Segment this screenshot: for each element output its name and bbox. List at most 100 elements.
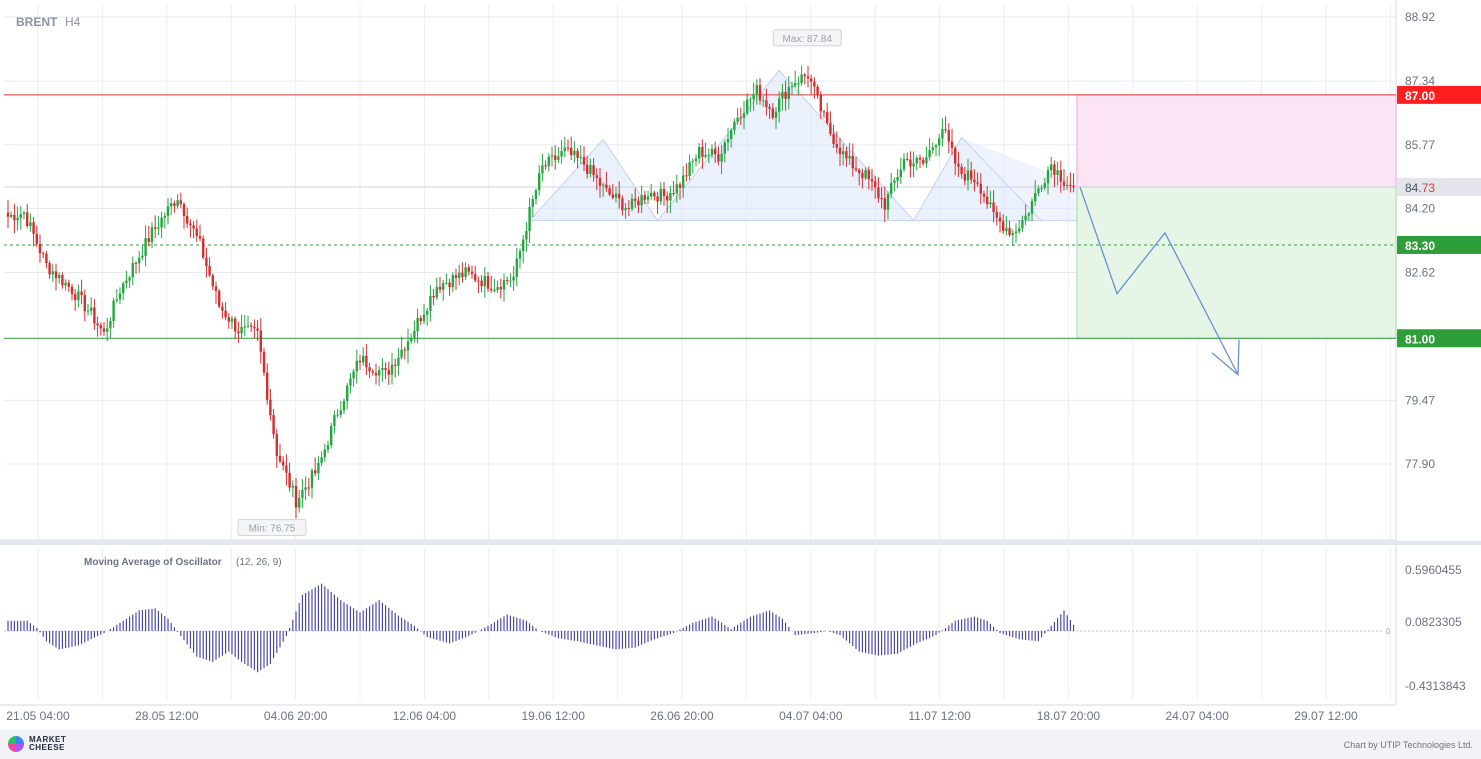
- bear-candle[interactable]: [666, 196, 669, 201]
- bear-candle[interactable]: [224, 310, 227, 318]
- bull-candle[interactable]: [890, 182, 893, 194]
- bull-candle[interactable]: [512, 276, 515, 281]
- bear-candle[interactable]: [250, 325, 253, 327]
- bull-candle[interactable]: [1066, 185, 1069, 187]
- bull-candle[interactable]: [109, 321, 112, 329]
- bull-candle[interactable]: [342, 401, 346, 411]
- bull-candle[interactable]: [688, 162, 691, 177]
- bull-candle[interactable]: [614, 193, 618, 198]
- bull-candle[interactable]: [624, 207, 627, 211]
- bear-candle[interactable]: [186, 216, 189, 224]
- bear-candle[interactable]: [637, 200, 640, 206]
- bull-candle[interactable]: [493, 289, 496, 291]
- bear-candle[interactable]: [192, 225, 195, 229]
- bull-candle[interactable]: [230, 318, 234, 322]
- bear-candle[interactable]: [995, 212, 998, 218]
- bear-candle[interactable]: [506, 280, 509, 282]
- bear-candle[interactable]: [1008, 227, 1011, 235]
- bull-candle[interactable]: [579, 157, 582, 159]
- bear-candle[interactable]: [861, 173, 864, 179]
- bear-candle[interactable]: [285, 465, 288, 473]
- bear-candle[interactable]: [173, 203, 176, 207]
- bull-candle[interactable]: [333, 415, 336, 427]
- bear-candle[interactable]: [605, 184, 608, 189]
- bear-candle[interactable]: [867, 170, 870, 180]
- bull-candle[interactable]: [163, 215, 166, 218]
- bear-candle[interactable]: [182, 203, 186, 217]
- bull-candle[interactable]: [458, 272, 461, 279]
- bear-candle[interactable]: [883, 198, 886, 210]
- bear-candle[interactable]: [976, 182, 979, 184]
- bull-candle[interactable]: [355, 360, 358, 372]
- bear-candle[interactable]: [906, 158, 909, 160]
- bull-candle[interactable]: [560, 151, 563, 157]
- bull-candle[interactable]: [170, 203, 173, 207]
- bear-candle[interactable]: [634, 198, 637, 201]
- bear-candle[interactable]: [810, 78, 813, 82]
- bear-candle[interactable]: [621, 198, 624, 211]
- bull-candle[interactable]: [362, 355, 365, 363]
- bull-candle[interactable]: [704, 155, 707, 157]
- bear-candle[interactable]: [419, 317, 422, 322]
- bull-candle[interactable]: [896, 177, 899, 181]
- bull-candle[interactable]: [166, 206, 170, 216]
- bull-candle[interactable]: [397, 357, 400, 366]
- bull-candle[interactable]: [464, 267, 467, 278]
- bear-candle[interactable]: [218, 290, 221, 307]
- bull-candle[interactable]: [86, 310, 90, 312]
- bull-candle[interactable]: [1011, 233, 1014, 235]
- bull-candle[interactable]: [774, 111, 778, 118]
- bull-candle[interactable]: [64, 282, 67, 286]
- bear-candle[interactable]: [870, 179, 874, 182]
- bear-candle[interactable]: [477, 280, 480, 282]
- bear-candle[interactable]: [858, 169, 861, 174]
- bull-candle[interactable]: [573, 150, 576, 156]
- bear-candle[interactable]: [1053, 164, 1056, 175]
- bear-candle[interactable]: [803, 74, 806, 77]
- bear-candle[interactable]: [611, 194, 614, 198]
- bull-candle[interactable]: [323, 449, 326, 458]
- bear-candle[interactable]: [154, 227, 157, 229]
- bear-candle[interactable]: [6, 212, 10, 217]
- bull-candle[interactable]: [381, 368, 384, 371]
- bull-candle[interactable]: [157, 227, 160, 229]
- bull-candle[interactable]: [298, 497, 301, 508]
- bull-candle[interactable]: [746, 99, 749, 114]
- bear-candle[interactable]: [838, 147, 842, 155]
- bear-candle[interactable]: [189, 223, 192, 226]
- bull-candle[interactable]: [1046, 170, 1050, 184]
- bear-candle[interactable]: [1072, 185, 1075, 187]
- bull-candle[interactable]: [51, 271, 54, 275]
- bull-candle[interactable]: [400, 349, 403, 358]
- bull-candle[interactable]: [243, 326, 246, 328]
- bear-candle[interactable]: [1069, 185, 1072, 187]
- bull-candle[interactable]: [326, 444, 330, 450]
- bear-candle[interactable]: [618, 193, 621, 199]
- bull-candle[interactable]: [787, 86, 790, 99]
- bear-candle[interactable]: [992, 202, 995, 213]
- bull-candle[interactable]: [541, 165, 544, 174]
- bear-candle[interactable]: [38, 243, 42, 254]
- bear-candle[interactable]: [918, 157, 922, 160]
- bull-candle[interactable]: [669, 192, 672, 201]
- bull-candle[interactable]: [902, 158, 906, 170]
- bull-candle[interactable]: [733, 121, 736, 131]
- bear-candle[interactable]: [582, 157, 586, 165]
- bear-candle[interactable]: [438, 286, 442, 290]
- bull-candle[interactable]: [522, 239, 525, 252]
- bear-candle[interactable]: [874, 181, 877, 188]
- bull-candle[interactable]: [755, 85, 758, 95]
- bull-candle[interactable]: [349, 378, 352, 386]
- bull-candle[interactable]: [752, 94, 755, 100]
- bear-candle[interactable]: [454, 275, 458, 279]
- bear-candle[interactable]: [67, 282, 70, 287]
- bull-candle[interactable]: [931, 147, 934, 151]
- bear-candle[interactable]: [358, 360, 362, 363]
- bull-candle[interactable]: [16, 217, 19, 221]
- bull-candle[interactable]: [1021, 220, 1024, 229]
- bear-candle[interactable]: [851, 155, 854, 169]
- bull-candle[interactable]: [106, 328, 109, 332]
- bear-candle[interactable]: [771, 108, 774, 118]
- bull-candle[interactable]: [1027, 213, 1030, 216]
- bull-candle[interactable]: [800, 74, 803, 84]
